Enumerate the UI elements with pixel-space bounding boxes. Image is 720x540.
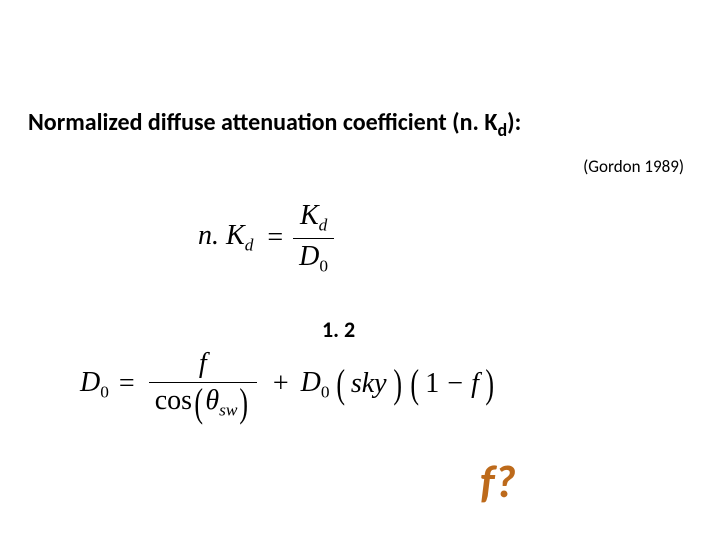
title-prefix: Normalized diffuse attenuation coefficie… [28,108,497,137]
equation-d0: D0 = f cos(θsw) + D0 (sky)(1−f) [80,348,496,421]
citation-text: (Gordon 1989) [583,156,684,177]
eq2-term2-coef: D0 [301,367,330,403]
eq2-lhs-sym: D [80,367,100,398]
eq2-one: 1 [425,368,439,400]
eq2-sky: sky [351,368,387,400]
f-question: f? [480,454,516,510]
eq1-num-sub: d [319,216,328,235]
eq2-frac-num: f [193,348,213,380]
eq2-fraction: f cos(θsw) [149,348,257,421]
eq2-theta-sub: sw [219,401,237,420]
eq1-num: Kd [294,200,333,236]
eq2-f: f [471,368,479,400]
eq2-equals: = [119,368,135,400]
eq2-cos: cos [155,385,192,416]
title-subscript: d [497,119,507,141]
eq2-theta: θ [205,385,219,416]
eq2-plus: + [273,368,289,400]
eq1-lhs: n. Kd [198,220,253,256]
eq1-equals: = [267,222,283,254]
eq2-lhs-sub: 0 [100,382,109,401]
eq1-lhs-sub: d [245,236,254,255]
eq1-den-sub: 0 [319,256,328,275]
eq1-den: D0 [293,241,334,277]
eq1-bar [293,238,334,239]
eq1-lhs-prefix: n. K [198,220,245,251]
eq2-lhs: D0 [80,367,109,403]
title-suffix: ): [507,108,521,137]
page-title: Normalized diffuse attenuation coefficie… [28,108,521,141]
equation-nkd: n. Kd = Kd D0 [198,200,338,276]
eq1-den-sym: D [299,241,319,272]
eq1-fraction: Kd D0 [293,200,334,276]
eq2-term2-sub: 0 [321,382,330,401]
eq2-frac-den: cos(θsw) [149,385,257,421]
annotation-value: 1. 2 [322,316,355,343]
eq2-term2-sym: D [301,367,321,398]
eq2-minus: − [447,368,463,400]
eq1-num-sym: K [300,200,319,231]
